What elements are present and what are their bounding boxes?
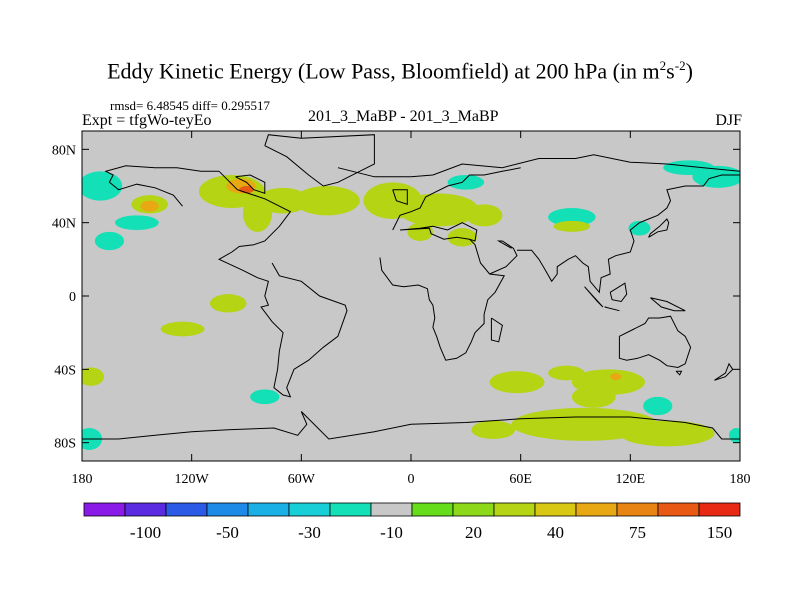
colorbar-label: 75 xyxy=(629,523,646,542)
colorbar-label: -100 xyxy=(130,523,161,542)
coastline-3 xyxy=(337,154,740,178)
colorbar-swatch xyxy=(575,502,618,517)
field-contour-36 xyxy=(471,420,516,440)
field-contour-31 xyxy=(610,373,622,381)
field-contour-22 xyxy=(628,220,651,236)
x-tick-label: 120E xyxy=(616,472,646,487)
field-contour-2 xyxy=(140,200,159,212)
axis-ticks: 180 120W 60W 0 60E 120E 180 80N 40N 0 40S 80S xyxy=(52,131,751,487)
field-contour-5 xyxy=(94,231,125,251)
x-tick-label: 120W xyxy=(175,472,210,487)
field-contour-13 xyxy=(398,193,479,227)
colorbar-swatch xyxy=(452,502,495,517)
field-contour-0 xyxy=(82,171,123,201)
coastline-9 xyxy=(517,174,740,294)
y-tick-label: 80N xyxy=(52,143,76,158)
colorbar-swatch xyxy=(165,502,208,517)
field-contour-35 xyxy=(571,385,616,408)
field-contour-19 xyxy=(553,220,591,232)
field-contour-16 xyxy=(447,228,477,247)
field-contour-11 xyxy=(294,186,360,216)
x-tick-label: 0 xyxy=(408,472,415,487)
chart-title: Eddy Kinetic Energy (Low Pass, Bloomfiel… xyxy=(107,58,693,84)
field-contour-15 xyxy=(407,222,433,241)
coastline-16 xyxy=(604,306,620,312)
season-label: DJF xyxy=(715,112,742,129)
field-contour-24 xyxy=(160,321,205,337)
plot-background xyxy=(82,131,740,461)
x-tick-label: 180 xyxy=(72,472,93,487)
field-contour-4 xyxy=(133,219,152,227)
coastline-8 xyxy=(489,240,518,275)
coastline-17 xyxy=(609,282,628,303)
field-contour-25 xyxy=(82,367,104,386)
coastline-11 xyxy=(490,317,503,343)
coastline-4 xyxy=(392,189,408,205)
coastline-18 xyxy=(650,297,686,312)
y-tick-label: 40S xyxy=(54,363,76,378)
colorbar-swatch xyxy=(83,502,126,517)
colorbar-swatch xyxy=(493,502,536,517)
colorbar-label: 40 xyxy=(547,523,564,542)
field-contour-27 xyxy=(250,389,280,405)
colorbar-swatch xyxy=(247,502,290,517)
colorbar-swatch xyxy=(329,502,372,517)
colorbar-swatch xyxy=(370,502,413,517)
coastline-6 xyxy=(399,222,478,242)
field-contour-18 xyxy=(548,208,596,227)
comparison-label: 201_3_MaBP - 201_3_MaBP xyxy=(308,108,499,125)
colorbar-swatch xyxy=(288,502,331,517)
x-tick-label: 60W xyxy=(288,472,316,487)
coastline-21 xyxy=(104,165,220,207)
colorbar-label: 150 xyxy=(707,523,733,542)
coastline-15 xyxy=(584,286,604,308)
coastline-0 xyxy=(264,134,375,187)
coastline-1 xyxy=(235,174,266,194)
colorbar-swatch xyxy=(698,502,741,517)
colorbar-label: -50 xyxy=(216,523,239,542)
x-tick-label: 180 xyxy=(730,472,751,487)
colorbar-swatch xyxy=(657,502,700,517)
experiment-label: Expt = tfgWo-teyEo xyxy=(82,112,212,129)
x-tick-label: 60E xyxy=(509,472,532,487)
colorbar: -100 -50 -30 -10 20 40 75 150 xyxy=(83,502,741,542)
field-contour-21 xyxy=(663,160,715,176)
field-contour-10 xyxy=(242,195,273,232)
field-contour-28 xyxy=(489,371,545,394)
y-tick-label: 80S xyxy=(54,437,76,452)
coastline-2 xyxy=(218,170,348,398)
field-contour-23 xyxy=(209,294,247,313)
colorbar-swatch xyxy=(124,502,167,517)
coastline-19 xyxy=(82,411,308,440)
coastline-7 xyxy=(379,238,505,361)
colorbar-label: -10 xyxy=(380,523,403,542)
colorbar-swatch xyxy=(534,502,577,517)
coastline-10 xyxy=(648,218,670,238)
coastline-5 xyxy=(392,167,521,231)
coastline-13 xyxy=(675,370,683,376)
stats-label: rmsd= 6.48545 diff= 0.295517 xyxy=(110,98,270,113)
coastline-20 xyxy=(300,411,740,440)
colorbar-swatch xyxy=(411,502,454,517)
y-tick-label: 40N xyxy=(52,217,76,232)
coastline-14 xyxy=(714,362,734,381)
field-layer xyxy=(82,160,740,450)
field-contour-32 xyxy=(643,396,673,416)
field-contour-14 xyxy=(465,204,503,227)
colorbar-swatch xyxy=(616,502,659,517)
y-tick-label: 0 xyxy=(69,290,76,305)
field-contour-37 xyxy=(729,428,740,443)
coastline-layer xyxy=(82,134,740,440)
field-contour-34 xyxy=(619,420,715,447)
field-contour-17 xyxy=(447,175,485,190)
colorbar-label: 20 xyxy=(465,523,482,542)
colorbar-swatch xyxy=(206,502,249,517)
coastline-12 xyxy=(618,315,692,369)
colorbar-label: -30 xyxy=(298,523,321,542)
